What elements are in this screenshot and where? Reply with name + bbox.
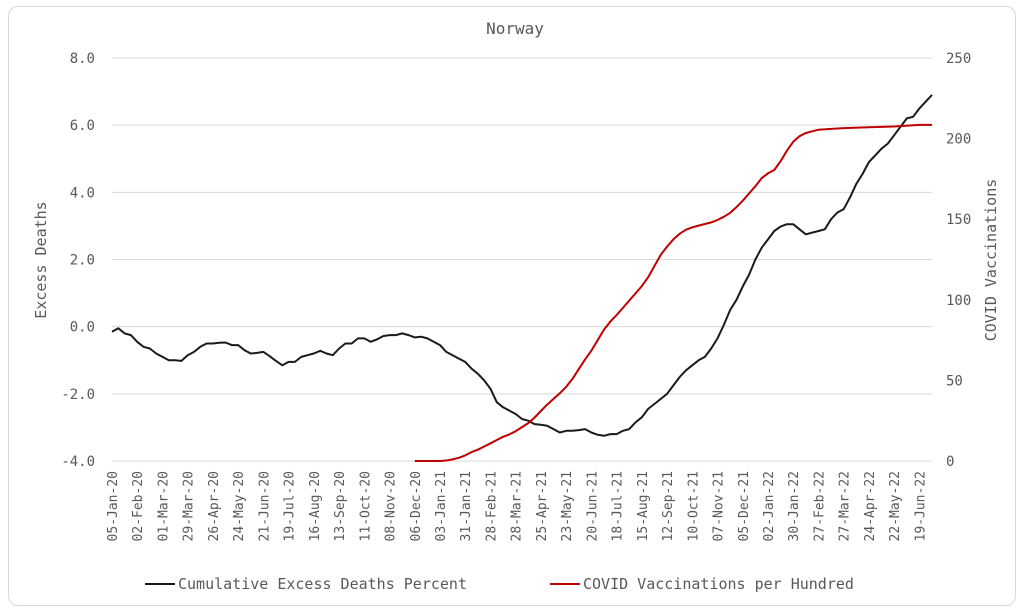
- x-tick-label: 30-Jan-22: [787, 471, 802, 541]
- vaccinations-line: [414, 123, 932, 462]
- legend-label-excess-deaths: Cumulative Excess Deaths Percent: [178, 575, 467, 593]
- y2-tick-label: 50: [946, 373, 963, 389]
- x-tick-label: 03-Jan-21: [434, 471, 449, 541]
- x-tick-label: 12-Sep-21: [661, 471, 676, 541]
- y2-tick-label: 250: [946, 51, 971, 67]
- left-axis-ticks: 8.0 6.0 4.0 2.0 0.0 -2.0 -4.0: [61, 51, 95, 470]
- x-tick-label: 28-Mar-21: [510, 471, 525, 541]
- y-tick-label: 6.0: [70, 118, 95, 134]
- y-tick-label: -4.0: [61, 454, 95, 470]
- y-tick-label: 2.0: [70, 253, 95, 269]
- x-tick-label: 27-Feb-22: [812, 471, 827, 541]
- x-tick-label: 01-Mar-20: [156, 471, 171, 541]
- y-tick-label: 8.0: [70, 51, 95, 67]
- y2-tick-label: 100: [946, 293, 971, 309]
- x-tick-label: 24-Apr-22: [863, 471, 878, 541]
- chart-title: Norway: [486, 19, 544, 38]
- x-tick-label: 21-Jun-20: [257, 471, 272, 541]
- y2-tick-label: 200: [946, 132, 971, 148]
- x-tick-label: 27-Mar-22: [838, 471, 853, 541]
- x-tick-label: 16-Aug-20: [308, 471, 323, 541]
- x-tick-label: 19-Jul-20: [283, 471, 298, 541]
- x-tick-label: 15-Aug-21: [636, 471, 651, 541]
- x-tick-label: 24-May-20: [232, 471, 247, 541]
- x-tick-label: 10-Oct-21: [686, 471, 701, 541]
- gridlines: [112, 57, 932, 462]
- x-tick-label: 22-May-22: [888, 471, 903, 541]
- y2-tick-label: 150: [946, 212, 971, 228]
- y2-tick-label: 0: [946, 454, 954, 470]
- right-axis-ticks: 250 200 150 100 50 0: [946, 51, 971, 470]
- x-tick-label: 19-Jun-22: [913, 471, 928, 541]
- x-tick-label: 07-Nov-21: [712, 471, 727, 541]
- y2-axis-label: COVID Vaccinations: [982, 179, 1000, 342]
- chart-card: [8, 6, 1016, 606]
- x-tick-label: 20-Jun-21: [585, 471, 600, 541]
- y-tick-label: -2.0: [61, 387, 95, 403]
- x-tick-label: 23-May-21: [560, 471, 575, 541]
- legend-label-vaccinations: COVID Vaccinations per Hundred: [583, 575, 854, 593]
- x-tick-label: 11-Oct-20: [358, 471, 373, 541]
- x-tick-label: 05-Dec-21: [737, 471, 752, 541]
- x-tick-label: 25-Apr-21: [535, 471, 550, 541]
- series-lines: [111, 94, 933, 462]
- y-tick-label: 0.0: [70, 320, 95, 336]
- x-tick-label: 05-Jan-20: [106, 471, 121, 541]
- x-tick-label: 26-Apr-20: [207, 471, 222, 541]
- x-tick-label: 31-Jan-21: [459, 471, 474, 541]
- x-tick-label: 02-Feb-20: [131, 471, 146, 541]
- x-tick-label: 13-Sep-20: [333, 471, 348, 541]
- excess-deaths-line: [111, 94, 933, 437]
- x-tick-label: 06-Dec-20: [409, 471, 424, 541]
- y-axis-label: Excess Deaths: [32, 201, 50, 318]
- y-tick-label: 4.0: [70, 185, 95, 201]
- x-tick-label: 08-Nov-20: [384, 471, 399, 541]
- legend: Cumulative Excess Deaths Percent COVID V…: [145, 575, 854, 593]
- x-tick-label: 18-Jul-21: [611, 471, 626, 541]
- x-tick-label: 02-Jan-22: [762, 471, 777, 541]
- x-axis-ticks: 05-Jan-20 02-Feb-20 01-Mar-20 29-Mar-20 26-A…: [106, 471, 928, 541]
- x-tick-label: 28-Feb-21: [484, 471, 499, 541]
- x-tick-label: 29-Mar-20: [182, 471, 197, 541]
